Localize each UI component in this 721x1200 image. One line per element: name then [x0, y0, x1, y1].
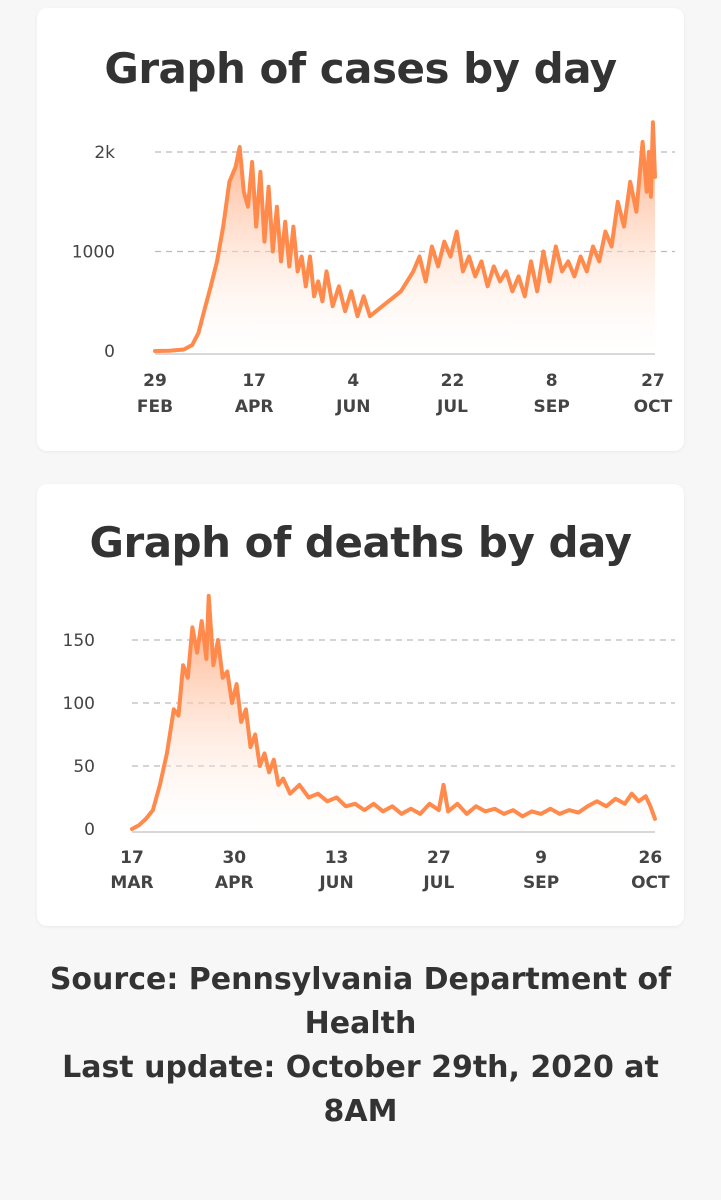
source-text: Source: Pennsylvania Department of Healt… [49, 962, 672, 1041]
y-tick-label: 150 [63, 631, 95, 651]
chart-title: Graph of cases by day [104, 44, 617, 93]
x-tick-day-label: 22 [441, 371, 465, 391]
chart-title: Graph of deaths by day [89, 518, 632, 567]
x-tick-day-label: 13 [325, 848, 349, 868]
x-tick-day-label: 30 [222, 848, 246, 868]
series-area [155, 122, 655, 351]
x-tick-month-label: SEP [534, 397, 570, 417]
deaths-chart-card: Graph of deaths by day 150 100 50 0 17 MAR 30 A… [37, 484, 684, 926]
x-tick-day-label: 29 [143, 371, 167, 391]
cases-chart: 2k 1000 0 29 FEB 17 APR 4 JUN 22 JUL 8 SEP 27 OCT [72, 120, 675, 417]
x-tick-month-label: OCT [631, 873, 670, 893]
y-tick-label: 0 [104, 342, 115, 362]
x-tick-month-label: APR [215, 873, 254, 893]
x-tick-month-label: JUN [318, 873, 353, 893]
x-tick-month-label: JUL [436, 397, 468, 417]
y-tick-label: 50 [73, 757, 95, 777]
y-tick-label: 0 [84, 820, 95, 840]
footer: Source: Pennsylvania Department of Healt… [40, 958, 681, 1134]
series-line [130, 593, 657, 831]
x-tick-day-label: 27 [427, 848, 451, 868]
x-tick-day-label: 27 [641, 371, 665, 391]
x-tick-day-label: 4 [347, 371, 359, 391]
x-tick-day-label: 8 [546, 371, 558, 391]
series-area [132, 595, 655, 829]
x-tick-month-label: FEB [137, 397, 173, 417]
series-line [153, 120, 657, 353]
last-update-text: Last update: October 29th, 2020 at 8AM [62, 1050, 659, 1129]
x-tick-day-label: 26 [639, 848, 663, 868]
x-tick-month-label: OCT [634, 397, 673, 417]
x-tick-day-label: 17 [120, 848, 144, 868]
x-tick-month-label: APR [235, 397, 274, 417]
y-tick-label: 1000 [72, 243, 115, 263]
x-tick-month-label: JUN [335, 397, 370, 417]
y-tick-label: 2k [94, 143, 115, 163]
x-tick-day-label: 17 [242, 371, 266, 391]
x-tick-day-label: 9 [535, 848, 547, 868]
x-tick-month-label: JUL [422, 873, 454, 893]
y-tick-label: 100 [63, 694, 95, 714]
deaths-chart: 150 100 50 0 17 MAR 30 APR 13 JUN 27 JUL 9 SEP 26 OCT [63, 593, 675, 893]
x-tick-month-label: MAR [110, 873, 153, 893]
cases-chart-card: Graph of cases by day 2k 1000 0 29 FEB 17 APR 4… [37, 8, 684, 451]
x-tick-month-label: SEP [523, 873, 559, 893]
